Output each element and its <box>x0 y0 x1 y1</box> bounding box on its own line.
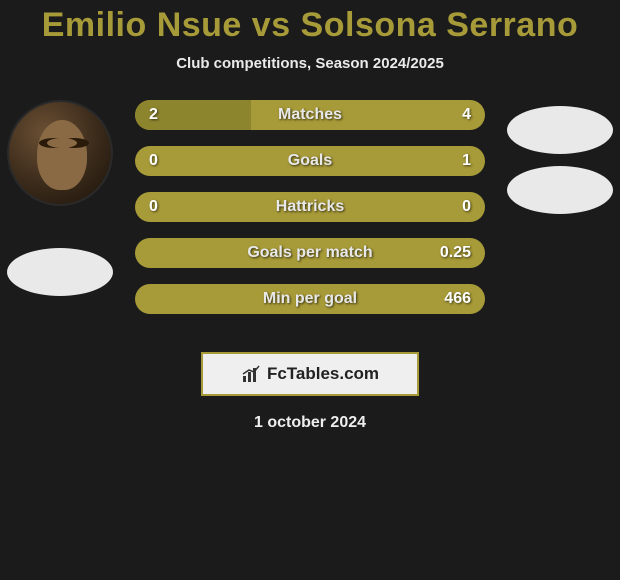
main-area: 2 Matches 4 0 Goals 1 0 Hattricks 0 Goals per mat… <box>0 100 620 340</box>
stat-value-left: 0 <box>149 152 158 170</box>
stat-value-right: 0 <box>462 198 471 216</box>
stat-value-left: 2 <box>149 106 158 124</box>
subtitle: Club competitions, Season 2024/2025 <box>0 55 620 72</box>
player-right <box>500 100 620 214</box>
brand-text: FcTables.com <box>267 364 379 384</box>
stat-row: Goals per match 0.25 <box>135 238 485 268</box>
date-text: 1 october 2024 <box>0 414 620 432</box>
player-left-avatar <box>7 100 113 206</box>
stat-label: Goals per match <box>247 244 372 262</box>
player-right-club-placeholder <box>507 166 613 214</box>
player-left <box>0 100 120 296</box>
player-left-club-placeholder <box>7 248 113 296</box>
stat-label: Matches <box>278 106 342 124</box>
stat-row: 0 Hattricks 0 <box>135 192 485 222</box>
stat-row: 0 Goals 1 <box>135 146 485 176</box>
stat-value-right: 1 <box>462 152 471 170</box>
comparison-card: Emilio Nsue vs Solsona Serrano Club comp… <box>0 0 620 432</box>
stat-row: Min per goal 466 <box>135 284 485 314</box>
stat-value-left: 0 <box>149 198 158 216</box>
stat-value-right: 0.25 <box>440 244 471 262</box>
chart-icon <box>241 364 263 384</box>
stat-row: 2 Matches 4 <box>135 100 485 130</box>
stat-label: Min per goal <box>263 290 357 308</box>
stat-label: Goals <box>288 152 332 170</box>
stat-value-right: 466 <box>444 290 471 308</box>
stat-value-right: 4 <box>462 106 471 124</box>
page-title: Emilio Nsue vs Solsona Serrano <box>0 0 620 45</box>
player-right-avatar-placeholder <box>507 106 613 154</box>
stat-bars: 2 Matches 4 0 Goals 1 0 Hattricks 0 Goals per mat… <box>135 100 485 330</box>
stat-label: Hattricks <box>276 198 344 216</box>
brand-logo[interactable]: FcTables.com <box>201 352 419 396</box>
